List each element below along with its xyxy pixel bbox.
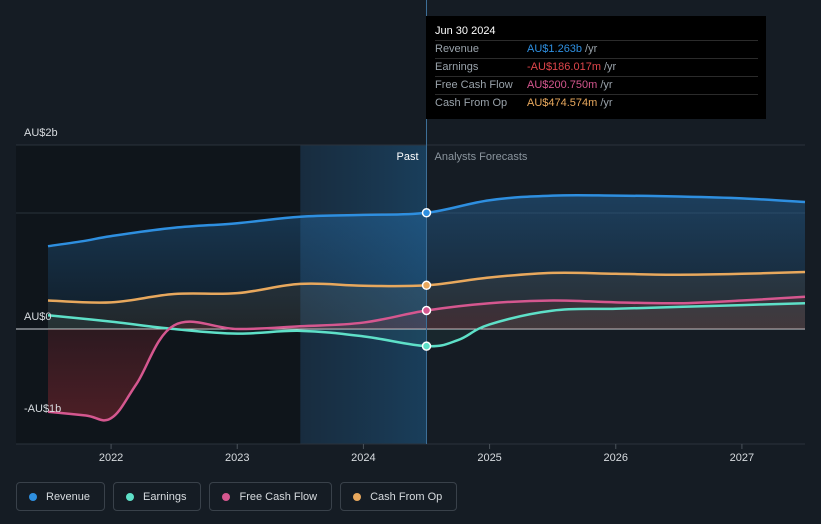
area-free-cash-flow [48,296,805,421]
area-earnings [48,303,805,347]
tooltip-unit: /yr [585,43,598,55]
x-tick-label: 2022 [99,452,123,464]
legend-dot-icon [29,492,37,501]
legend-item-free-cash-flow[interactable]: Free Cash Flow [209,482,333,511]
tooltip-label: Earnings [435,61,479,73]
marker-revenue [421,208,432,218]
marker-free-cash-flow [421,305,432,316]
legend: Revenue Earnings Free Cash Flow Cash Fro… [16,482,458,511]
tooltip-value: -AU$186.017m [527,61,601,73]
legend-item-cash-from-op[interactable]: Cash From Op [340,482,458,511]
series-line-free-cash-flow [47,295,806,422]
legend-dot-icon [353,492,362,501]
tooltip-value: AU$1.263b [527,43,583,55]
tooltip-unit: /yr [600,97,613,109]
x-tick-label: 2027 [730,452,754,464]
tooltip-unit: /yr [604,61,617,73]
y-axis-ticks: AU$2b AU$0 -AU$1b [24,127,61,415]
tooltip-row-cash-from-op: Cash From Op AU$474.574m /yr [435,95,758,112]
tooltip-row-revenue: Revenue AU$1.263b /yr [435,41,758,59]
tooltip-row-earnings: Earnings -AU$186.017m /yr [435,59,758,77]
x-tick-label: 2025 [477,452,501,464]
legend-label: Earnings [143,490,187,503]
tooltip-label: Revenue [435,43,480,55]
legend-dot-icon [126,492,135,501]
tooltip: Jun 30 2024 Revenue AU$1.263b /yr Earnin… [426,16,766,119]
hover-markers [421,208,432,351]
past-label: Past [396,151,418,163]
forecast-label: Analysts Forecasts [435,151,528,163]
series-line-revenue [47,193,806,248]
x-tick-label: 2026 [604,452,628,464]
marker-earnings [421,341,432,351]
marker-cash-from-op [421,280,432,291]
legend-label: Free Cash Flow [239,490,318,503]
y-tick-label: AU$0 [24,311,52,323]
x-tick-label: 2024 [351,452,375,464]
legend-label: Revenue [46,490,91,503]
y-tick-label: AU$2b [24,127,58,139]
tooltip-row-free-cash-flow: Free Cash Flow AU$200.750m /yr [435,77,758,95]
tooltip-date: Jun 30 2024 [435,24,758,41]
x-axis-ticks: 2022 2023 2024 2025 2026 2027 [99,444,754,464]
tooltip-value: AU$474.574m [527,97,598,109]
tooltip-label: Cash From Op [435,97,508,109]
legend-label: Cash From Op [370,490,443,503]
legend-item-earnings[interactable]: Earnings [113,482,202,511]
tooltip-unit: /yr [600,79,613,91]
legend-dot-icon [222,492,231,501]
legend-item-revenue[interactable]: Revenue [16,482,106,511]
series-line-earnings [47,301,806,348]
y-tick-label: -AU$1b [24,403,61,415]
tooltip-value: AU$200.750m [527,79,598,91]
tooltip-label: Free Cash Flow [435,79,513,91]
x-tick-label: 2023 [225,452,249,464]
